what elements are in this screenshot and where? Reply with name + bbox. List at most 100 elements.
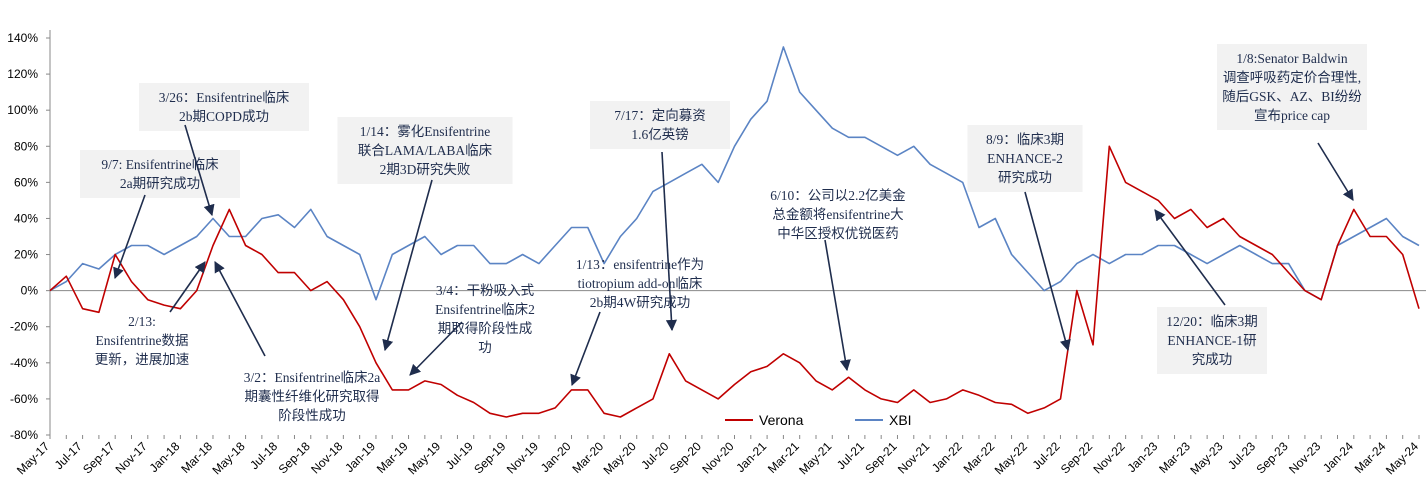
- x-tick-label: Jan-21: [733, 439, 769, 475]
- x-tick-label: Jan-23: [1125, 439, 1161, 475]
- x-tick-label: Sep-19: [471, 439, 508, 476]
- x-tick-label: Nov-21: [895, 439, 932, 476]
- y-tick-label: 60%: [14, 175, 38, 189]
- annotation-box: [1217, 44, 1367, 130]
- annotation-arrow: [382, 179, 433, 352]
- annotation-text: 2/13:: [128, 314, 156, 329]
- annotation-text: ENHANCE-1研: [1167, 333, 1256, 348]
- y-tick-label: 0%: [21, 284, 39, 298]
- series-line: [49, 46, 1420, 301]
- x-tick-label: Sep-23: [1253, 439, 1290, 476]
- annotation-text: 究成功: [1192, 352, 1233, 367]
- x-tick-label: Jan-24: [1320, 439, 1356, 475]
- x-tick-label: May-19: [405, 439, 443, 477]
- annotation-text: 1/8:Senator Baldwin: [1236, 51, 1348, 66]
- annotation-box: [337, 117, 513, 184]
- y-tick-label: -80%: [10, 428, 38, 442]
- y-tick-label: 40%: [14, 211, 38, 225]
- annotation-text: 期取得阶段性成: [438, 320, 533, 336]
- x-tick-label: Sep-22: [1058, 439, 1095, 476]
- annotation-text: Ensifentrine临床2: [435, 302, 535, 317]
- annotation-text: 中华区授权优锐医药: [777, 225, 899, 241]
- annotation-text: 9/7: Ensifentrine临床: [101, 157, 219, 172]
- annotation-text: tiotropium add-on临床: [578, 276, 703, 291]
- annotation-arrow: [1317, 142, 1354, 201]
- annotation-arrow: [824, 239, 851, 372]
- annotation-text: 3/26：Ensifentrine临床: [159, 90, 290, 105]
- annotation-arrow: [214, 261, 266, 357]
- y-tick-label: -40%: [10, 356, 38, 370]
- y-tick-label: 20%: [14, 248, 38, 262]
- x-tick-label: Nov-17: [113, 439, 150, 476]
- annotation-text: 总金额将ensifentrine大: [772, 207, 903, 222]
- x-tick-label: Sep-18: [276, 439, 313, 476]
- x-tick-label: Sep-20: [667, 439, 704, 476]
- x-tick-label: Mar-19: [374, 439, 411, 476]
- x-tick-label: Nov-23: [1286, 439, 1323, 476]
- x-tick-label: Sep-17: [80, 439, 117, 476]
- y-tick-label: 100%: [7, 103, 38, 117]
- legend-label: Verona: [759, 412, 804, 428]
- annotation-box: [967, 125, 1083, 192]
- x-tick-label: Jan-22: [929, 439, 965, 475]
- annotation-text: Ensifentrine数据: [96, 333, 189, 348]
- x-tick-label: May-24: [1383, 439, 1421, 477]
- x-tick-label: Nov-19: [504, 439, 541, 476]
- annotation-text: 期囊性纤维化研究取得: [245, 388, 380, 404]
- annotation-text: 2a期研究成功: [120, 176, 200, 191]
- annotation-text: 更新，进展加速: [95, 352, 190, 367]
- x-tick-label: Jan-18: [147, 439, 183, 475]
- annotation-text: 12/20：临床3期: [1166, 314, 1258, 329]
- annotation-text: 1/13：ensifentrine作为: [576, 257, 704, 272]
- x-tick-label: Sep-21: [862, 439, 899, 476]
- annotation-text: 功: [478, 340, 492, 355]
- x-tick-label: Nov-20: [699, 439, 736, 476]
- annotation-box: [1157, 307, 1267, 374]
- annotation-text: 8/9：临床3期: [986, 132, 1064, 147]
- annotation-text: 3/4：干粉吸入式: [436, 283, 535, 298]
- annotation-text: 1.6亿英镑: [631, 126, 688, 142]
- y-tick-label: -20%: [10, 320, 38, 334]
- x-tick-label: Mar-24: [1352, 439, 1389, 476]
- annotation-text: ENHANCE-2: [987, 151, 1063, 166]
- series-line: [49, 145, 1420, 418]
- annotation-box: [80, 150, 240, 198]
- annotation-arrow: [1024, 191, 1071, 352]
- annotation-text: 宣布price cap: [1254, 108, 1330, 123]
- x-tick-label: Jan-20: [538, 439, 574, 475]
- annotation-text: 阶段性成功: [278, 408, 346, 423]
- annotation-box: [139, 83, 309, 131]
- annotation-arrow: [184, 124, 215, 217]
- legend-label: XBI: [889, 412, 912, 428]
- x-tick-label: Mar-21: [765, 439, 802, 476]
- x-tick-label: May-22: [992, 439, 1030, 477]
- annotation-text: 随后GSK、AZ、BI纷纷: [1222, 89, 1362, 104]
- annotation-arrow: [409, 321, 463, 376]
- annotation-text: 研究成功: [998, 170, 1052, 185]
- x-tick-label: May-18: [209, 439, 247, 477]
- x-tick-label: May-21: [796, 439, 834, 477]
- annotation-arrow: [1154, 209, 1226, 306]
- x-tick-label: Mar-23: [1156, 439, 1193, 476]
- annotation-box: [590, 101, 730, 149]
- x-tick-label: May-20: [601, 439, 639, 477]
- x-tick-label: Nov-18: [308, 439, 345, 476]
- annotation-text: 2b期COPD成功: [179, 109, 269, 124]
- x-tick-label: May-23: [1187, 439, 1225, 477]
- x-tick-label: May-17: [14, 439, 52, 477]
- y-tick-label: 120%: [7, 67, 38, 81]
- x-tick-label: Mar-18: [178, 439, 215, 476]
- y-tick-label: 140%: [7, 31, 38, 45]
- x-tick-label: Mar-20: [569, 439, 606, 476]
- annotation-arrow: [661, 151, 678, 332]
- x-tick-label: Mar-22: [961, 439, 998, 476]
- annotation-text: 2期3D研究失败: [380, 162, 471, 177]
- x-tick-label: Jan-19: [342, 439, 378, 475]
- annotation-arrow: [169, 261, 206, 313]
- annotation-text: 联合LAMA/LABA临床: [358, 143, 493, 158]
- x-tick-label: Nov-22: [1091, 439, 1128, 476]
- annotation-text: 调查呼吸药定价合理性,: [1223, 70, 1361, 85]
- annotation-text: 6/10：公司以2.2亿美金: [770, 188, 906, 203]
- annotation-arrow: [113, 194, 146, 280]
